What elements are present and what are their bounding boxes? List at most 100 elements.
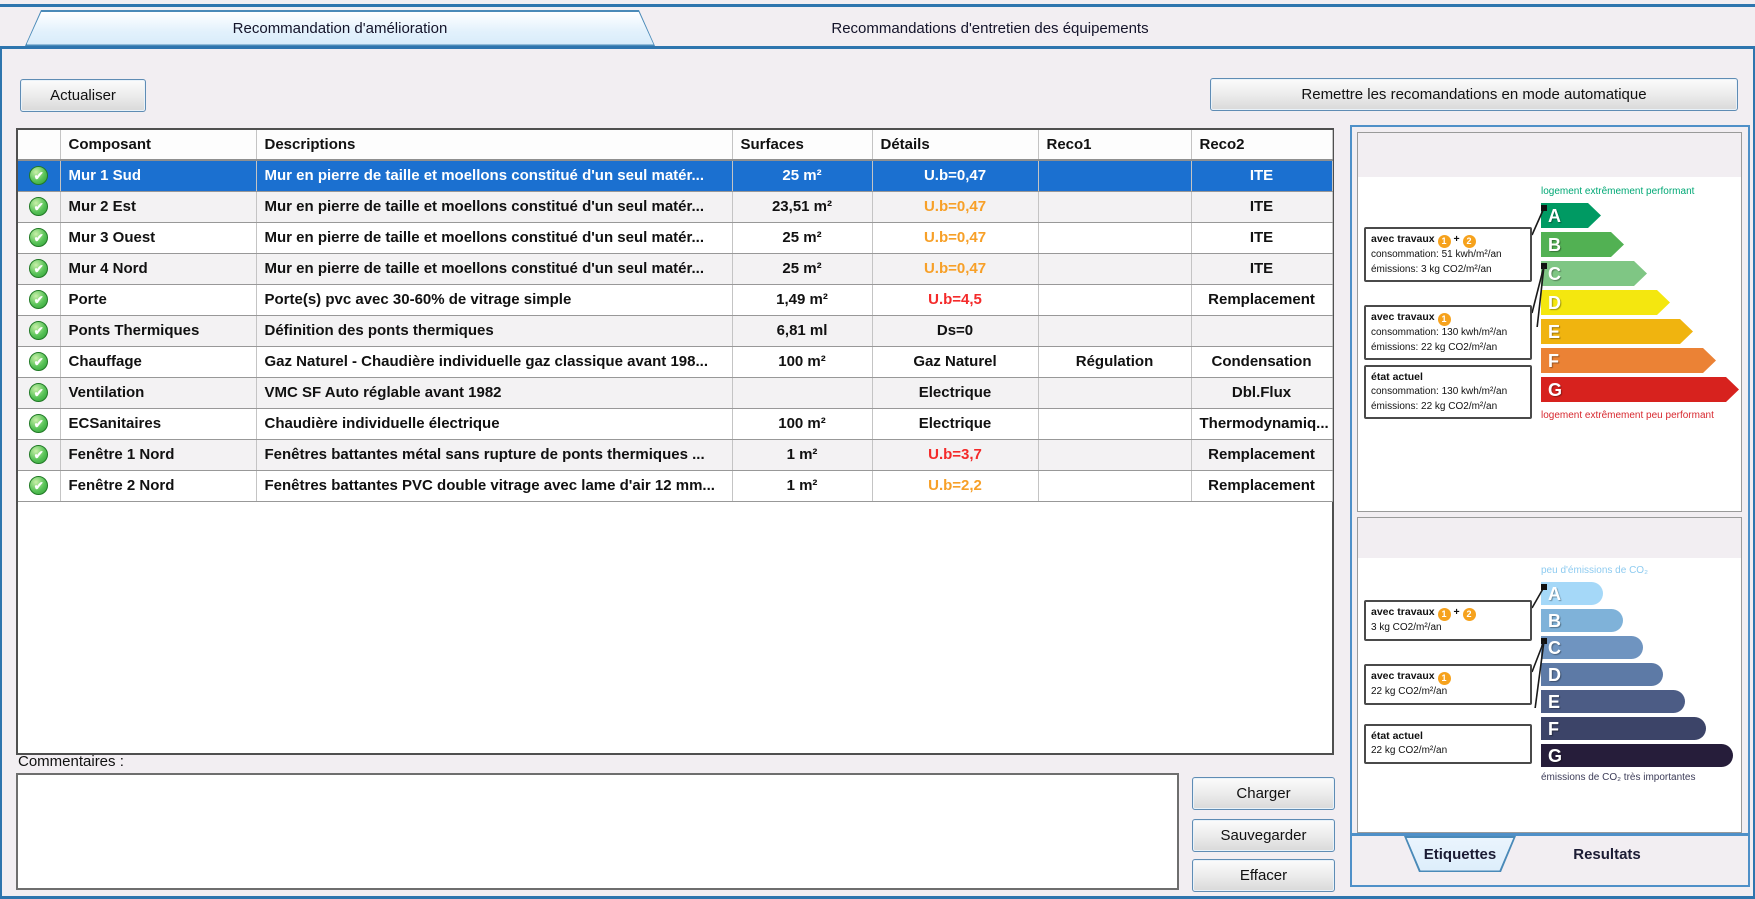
- cell-reco1: [1038, 253, 1192, 285]
- cell-status: ✔: [18, 439, 61, 471]
- components-table: Composant Descriptions Surfaces Détails …: [16, 128, 1334, 755]
- table-row[interactable]: ✔ ECSanitaires Chaudière individuelle él…: [18, 408, 1333, 440]
- cell-reco1: [1038, 470, 1192, 502]
- cell-composant: Mur 2 Est: [60, 191, 257, 223]
- table-row[interactable]: ✔ Ventilation VMC SF Auto réglable avant…: [18, 377, 1333, 409]
- cell-reco2: Remplacement: [1191, 439, 1333, 471]
- cell-surface: 23,51 m²: [732, 191, 873, 223]
- check-icon: ✔: [29, 383, 49, 402]
- header-reco2: Reco2: [1191, 130, 1333, 161]
- check-icon: ✔: [29, 476, 49, 495]
- tab-recommandation-amelioration[interactable]: Recommandation d'amélioration: [25, 10, 655, 46]
- co2-chart-top-caption: peu d'émissions de CO₂: [1541, 565, 1648, 576]
- cell-reco1: [1038, 315, 1192, 347]
- tab-page-content: Actualiser Remettre les recomandations e…: [0, 49, 1755, 899]
- check-icon: ✔: [29, 445, 49, 464]
- cell-reco1: Régulation: [1038, 346, 1192, 378]
- dpe-callout-1: avec travaux 1 22 kg CO2/m²/an: [1364, 664, 1532, 705]
- cell-details: U.b=3,7: [872, 439, 1039, 471]
- dpe-bar-A: A: [1541, 582, 1603, 605]
- cell-description: Mur en pierre de taille et moellons cons…: [256, 253, 733, 285]
- dpe-callout-2: état actuel consommation: 130 kwh/m²/an ém…: [1364, 365, 1532, 420]
- clear-button[interactable]: Effacer: [1192, 859, 1335, 892]
- co2-chart-bottom-caption: émissions de CO₂ très importantes: [1541, 772, 1696, 783]
- dpe-bar-E: E: [1541, 690, 1685, 713]
- cell-status: ✔: [18, 377, 61, 409]
- table-row[interactable]: ✔ Fenêtre 1 Nord Fenêtres battantes méta…: [18, 439, 1333, 471]
- cell-reco1: [1038, 408, 1192, 440]
- cell-details: U.b=2,2: [872, 470, 1039, 502]
- table-row[interactable]: ✔ Porte Porte(s) pvc avec 30-60% de vitr…: [18, 284, 1333, 316]
- cell-surface: 1 m²: [732, 470, 873, 502]
- cell-details: U.b=0,47: [872, 191, 1039, 223]
- cell-surface: 25 m²: [732, 253, 873, 285]
- cell-status: ✔: [18, 222, 61, 254]
- dpe-bar-F: F: [1541, 348, 1716, 373]
- cell-composant: Mur 4 Nord: [60, 253, 257, 285]
- step-badge: 1: [1437, 672, 1451, 685]
- cell-composant: Fenêtre 2 Nord: [60, 470, 257, 502]
- connector-lines: [1531, 584, 1547, 708]
- tab-resultats[interactable]: Resultats: [1537, 836, 1677, 872]
- check-icon: ✔: [29, 259, 49, 278]
- header-status: [18, 130, 61, 161]
- refresh-button[interactable]: Actualiser: [20, 79, 146, 112]
- top-border-line: [0, 4, 1755, 7]
- cell-reco1: [1038, 222, 1192, 254]
- dpe-bar-F: F: [1541, 717, 1706, 740]
- panel-tabstrip: Etiquettes Resultats: [1352, 833, 1748, 885]
- cell-composant: Porte: [60, 284, 257, 316]
- cell-description: Chaudière individuelle électrique: [256, 408, 733, 440]
- cell-description: Mur en pierre de taille et moellons cons…: [256, 222, 733, 254]
- dpe-bar-G: G: [1541, 744, 1733, 767]
- table-body: ✔ Mur 1 Sud Mur en pierre de taille et m…: [18, 160, 1333, 502]
- cell-reco2: ITE: [1191, 160, 1333, 192]
- cell-composant: Mur 3 Ouest: [60, 222, 257, 254]
- cell-reco1: [1038, 191, 1192, 223]
- header-reco1: Reco1: [1038, 130, 1192, 161]
- table-row[interactable]: ✔ Mur 4 Nord Mur en pierre de taille et …: [18, 253, 1333, 285]
- cell-reco2: [1191, 315, 1333, 347]
- table-row[interactable]: ✔ Mur 2 Est Mur en pierre de taille et m…: [18, 191, 1333, 223]
- dpe-bar-C: C: [1541, 261, 1647, 286]
- tab-recommandations-entretien[interactable]: Recommandations d'entretien des équipeme…: [740, 10, 1240, 46]
- cell-details: Ds=0: [872, 315, 1039, 347]
- cell-description: Mur en pierre de taille et moellons cons…: [256, 191, 733, 223]
- save-button[interactable]: Sauvegarder: [1192, 819, 1335, 852]
- table-row[interactable]: ✔ Mur 3 Ouest Mur en pierre de taille et…: [18, 222, 1333, 254]
- dpe-bar-B: B: [1541, 232, 1624, 257]
- header-surfaces: Surfaces: [732, 130, 873, 161]
- energy-chart-bottom-caption: logement extrêmement peu performant: [1541, 410, 1714, 421]
- cell-description: Fenêtres battantes PVC double vitrage av…: [256, 470, 733, 502]
- cell-composant: Fenêtre 1 Nord: [60, 439, 257, 471]
- load-button[interactable]: Charger: [1192, 777, 1335, 810]
- table-row[interactable]: ✔ Fenêtre 2 Nord Fenêtres battantes PVC …: [18, 470, 1333, 502]
- cell-reco2: ITE: [1191, 222, 1333, 254]
- table-header-row: Composant Descriptions Surfaces Détails …: [18, 130, 1333, 161]
- step-badge: 2: [1462, 235, 1476, 248]
- tab-etiquettes-label: Etiquettes: [1406, 838, 1515, 871]
- cell-surface: 100 m²: [732, 408, 873, 440]
- cell-surface: 6,81 ml: [732, 315, 873, 347]
- energy-chart-top-caption: logement extrêmement performant: [1541, 186, 1695, 197]
- cell-status: ✔: [18, 346, 61, 378]
- tab-improvement-label: Recommandation d'amélioration: [232, 19, 448, 37]
- cell-details: U.b=0,47: [872, 253, 1039, 285]
- cell-composant: Ventilation: [60, 377, 257, 409]
- cell-description: Gaz Naturel - Chaudière individuelle gaz…: [256, 346, 733, 378]
- table-row[interactable]: ✔ Ponts Thermiques Définition des ponts …: [18, 315, 1333, 347]
- cell-status: ✔: [18, 315, 61, 347]
- check-icon: ✔: [29, 414, 49, 433]
- cell-composant: ECSanitaires: [60, 408, 257, 440]
- tab-maintenance-label: Recommandations d'entretien des équipeme…: [831, 19, 1149, 37]
- table-row[interactable]: ✔ Chauffage Gaz Naturel - Chaudière indi…: [18, 346, 1333, 378]
- step-badge: 1: [1437, 313, 1451, 326]
- table-row[interactable]: ✔ Mur 1 Sud Mur en pierre de taille et m…: [18, 160, 1333, 192]
- cell-reco2: Condensation: [1191, 346, 1333, 378]
- tab-etiquettes[interactable]: Etiquettes: [1404, 836, 1516, 872]
- comments-textarea[interactable]: [16, 773, 1179, 890]
- reset-auto-recommendations-button[interactable]: Remettre les recomandations en mode auto…: [1210, 78, 1738, 111]
